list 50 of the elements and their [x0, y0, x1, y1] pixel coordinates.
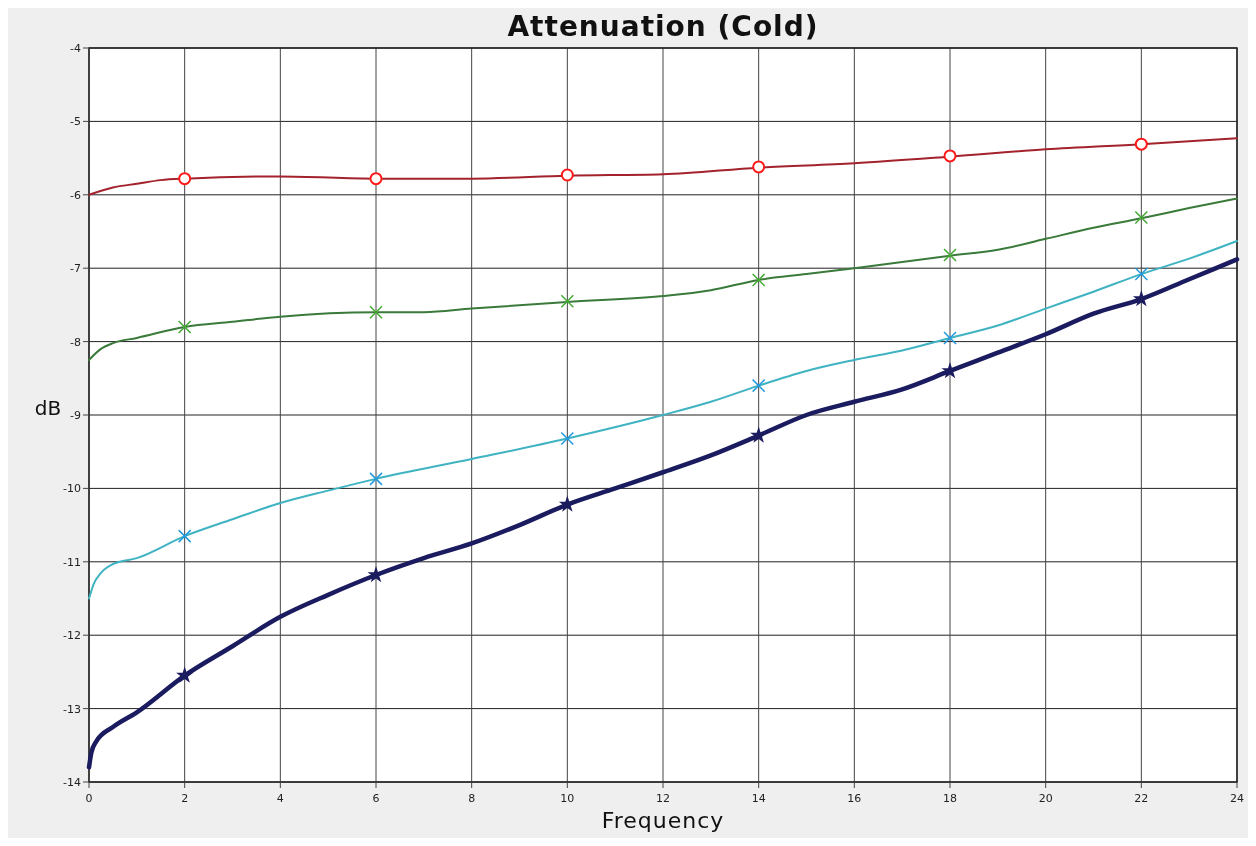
- y-tick-label: -5: [70, 115, 81, 129]
- x-tick-label: 6: [372, 792, 380, 805]
- point: [751, 378, 766, 393]
- x-tick-label: 10: [560, 792, 575, 805]
- point: [751, 273, 766, 287]
- y-tick-label: -6: [70, 188, 81, 202]
- point: [943, 149, 957, 163]
- point: [943, 248, 957, 262]
- point: [560, 431, 575, 446]
- point: [178, 172, 192, 186]
- x-axis-title: Frequency: [601, 808, 725, 833]
- point: [1134, 267, 1149, 281]
- x-tick-label: 8: [468, 792, 476, 805]
- y-tick-label: -10: [63, 482, 81, 496]
- line-series: [88, 240, 1238, 600]
- y-axis-title: dB: [34, 396, 62, 420]
- y-tick-label: -14: [63, 776, 81, 789]
- y-tick-label: -7: [70, 262, 81, 276]
- x-tick-label: 18: [943, 792, 957, 805]
- chart-title: Attenuation (Cold): [507, 10, 819, 43]
- x-tick-label: 14: [751, 792, 766, 805]
- point: [176, 666, 194, 683]
- x-tick-label: 12: [656, 792, 670, 805]
- x-tick-label: 0: [85, 792, 93, 805]
- x-tick-label: 22: [1134, 792, 1149, 805]
- point: [369, 305, 383, 319]
- y-tick-label: -11: [63, 555, 81, 569]
- x-tick-label: 2: [181, 792, 189, 805]
- y-tick-label: -12: [63, 629, 81, 643]
- x-tick-label: 20: [1038, 792, 1053, 805]
- point: [177, 529, 192, 543]
- y-tick-label: -4: [70, 42, 81, 55]
- point: [560, 294, 575, 308]
- line-series: [86, 257, 1240, 770]
- point: [1134, 210, 1149, 225]
- point: [1134, 137, 1148, 151]
- y-tick-label: -8: [70, 335, 81, 349]
- point: [752, 160, 766, 174]
- x-tick-label: 4: [276, 792, 284, 805]
- y-tick-label: -13: [63, 702, 81, 716]
- x-tick-label: 24: [1230, 792, 1244, 805]
- point: [369, 472, 383, 486]
- x-tick-label: 16: [847, 792, 862, 805]
- point: [560, 168, 574, 182]
- line-series: [88, 197, 1238, 361]
- point: [369, 172, 383, 186]
- point: [943, 331, 957, 345]
- point: [177, 320, 192, 334]
- line-series: [88, 137, 1238, 196]
- y-tick-label: -9: [70, 409, 81, 422]
